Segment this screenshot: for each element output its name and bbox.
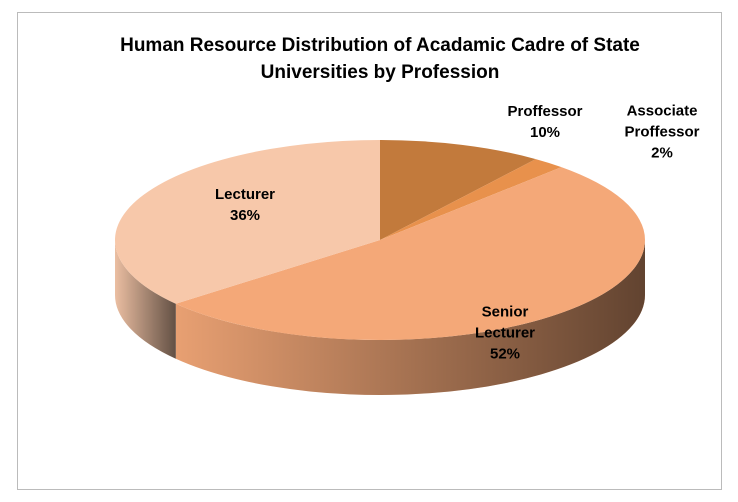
frame <box>17 12 722 490</box>
slice-side-shade <box>115 240 176 359</box>
slice <box>380 159 562 240</box>
value-label: 10% <box>529 124 561 141</box>
category-label: Senior Lecturer <box>474 303 536 342</box>
category-label: Lecturer <box>214 186 276 203</box>
slice <box>175 167 646 341</box>
slice-side-shade <box>175 240 645 395</box>
slice-label: Lecturer 36% <box>200 184 290 226</box>
slice-label: Proffessor 10% <box>495 101 595 143</box>
chart-title: Human Resource Distribution of Acadamic … <box>120 35 640 83</box>
value-label: 52% <box>489 345 521 363</box>
category-label: Proffessor <box>507 103 583 120</box>
slice <box>380 140 536 240</box>
category-label: Associate Proffessor <box>624 102 700 141</box>
slice-label: Associate Proffessor 2% <box>612 101 712 164</box>
value-label: 2% <box>651 144 673 162</box>
slice-label: Senior Lecturer 52% <box>460 302 550 365</box>
value-label: 36% <box>229 207 261 224</box>
slice <box>115 140 381 304</box>
